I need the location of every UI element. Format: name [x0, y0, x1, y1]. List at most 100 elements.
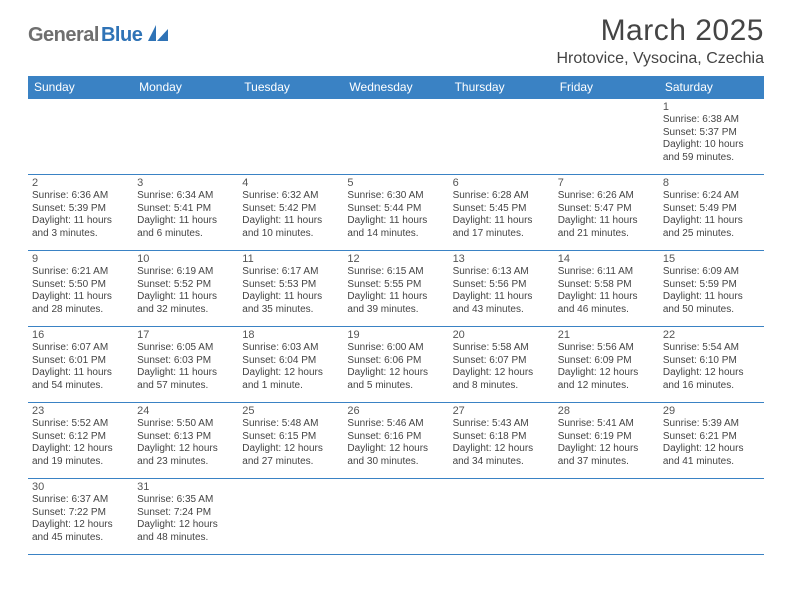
calendar-empty-cell — [343, 479, 448, 555]
daylight-line: and 14 minutes. — [347, 228, 444, 241]
sunset-line: Sunset: 6:07 PM — [453, 355, 550, 368]
weekday-header: Monday — [133, 76, 238, 99]
daylight-line: Daylight: 11 hours — [137, 367, 234, 380]
sunrise-line: Sunrise: 5:46 AM — [347, 418, 444, 431]
daylight-line: and 43 minutes. — [453, 304, 550, 317]
daylight-line: and 39 minutes. — [347, 304, 444, 317]
calendar-day-cell: 3Sunrise: 6:34 AMSunset: 5:41 PMDaylight… — [133, 175, 238, 251]
sunset-line: Sunset: 5:41 PM — [137, 203, 234, 216]
sunset-line: Sunset: 5:37 PM — [663, 127, 760, 140]
day-number: 29 — [663, 405, 760, 417]
logo-flag-icon — [148, 25, 170, 46]
daylight-line: Daylight: 11 hours — [137, 215, 234, 228]
sunrise-line: Sunrise: 6:38 AM — [663, 114, 760, 127]
calendar-day-cell: 29Sunrise: 5:39 AMSunset: 6:21 PMDayligh… — [659, 403, 764, 479]
daylight-line: and 23 minutes. — [137, 456, 234, 469]
sunrise-line: Sunrise: 6:17 AM — [242, 266, 339, 279]
calendar-empty-cell — [554, 99, 659, 175]
day-number: 23 — [32, 405, 129, 417]
sunset-line: Sunset: 5:52 PM — [137, 279, 234, 292]
sunrise-line: Sunrise: 6:05 AM — [137, 342, 234, 355]
calendar-day-cell: 6Sunrise: 6:28 AMSunset: 5:45 PMDaylight… — [449, 175, 554, 251]
daylight-line: and 5 minutes. — [347, 380, 444, 393]
daylight-line: Daylight: 11 hours — [347, 215, 444, 228]
daylight-line: Daylight: 12 hours — [32, 519, 129, 532]
calendar-day-cell: 16Sunrise: 6:07 AMSunset: 6:01 PMDayligh… — [28, 327, 133, 403]
calendar-day-cell: 4Sunrise: 6:32 AMSunset: 5:42 PMDaylight… — [238, 175, 343, 251]
daylight-line: Daylight: 10 hours — [663, 139, 760, 152]
sunrise-line: Sunrise: 5:58 AM — [453, 342, 550, 355]
day-number: 12 — [347, 253, 444, 265]
weekday-header: Saturday — [659, 76, 764, 99]
day-number: 18 — [242, 329, 339, 341]
sunrise-line: Sunrise: 5:43 AM — [453, 418, 550, 431]
day-number: 19 — [347, 329, 444, 341]
daylight-line: Daylight: 11 hours — [242, 215, 339, 228]
sunrise-line: Sunrise: 6:35 AM — [137, 494, 234, 507]
day-number: 2 — [32, 177, 129, 189]
calendar-day-cell: 2Sunrise: 6:36 AMSunset: 5:39 PMDaylight… — [28, 175, 133, 251]
calendar-day-cell: 7Sunrise: 6:26 AMSunset: 5:47 PMDaylight… — [554, 175, 659, 251]
calendar-week-row: 16Sunrise: 6:07 AMSunset: 6:01 PMDayligh… — [28, 327, 764, 403]
daylight-line: and 25 minutes. — [663, 228, 760, 241]
day-number: 10 — [137, 253, 234, 265]
day-number: 20 — [453, 329, 550, 341]
sunset-line: Sunset: 5:49 PM — [663, 203, 760, 216]
sunrise-line: Sunrise: 5:39 AM — [663, 418, 760, 431]
calendar-empty-cell — [238, 99, 343, 175]
calendar-day-cell: 1Sunrise: 6:38 AMSunset: 5:37 PMDaylight… — [659, 99, 764, 175]
daylight-line: and 28 minutes. — [32, 304, 129, 317]
daylight-line: and 59 minutes. — [663, 152, 760, 165]
calendar-empty-cell — [449, 479, 554, 555]
calendar-empty-cell — [554, 479, 659, 555]
day-number: 22 — [663, 329, 760, 341]
sunset-line: Sunset: 6:04 PM — [242, 355, 339, 368]
day-number: 15 — [663, 253, 760, 265]
sunset-line: Sunset: 5:47 PM — [558, 203, 655, 216]
sunrise-line: Sunrise: 6:21 AM — [32, 266, 129, 279]
weekday-header-row: SundayMondayTuesdayWednesdayThursdayFrid… — [28, 76, 764, 99]
sunset-line: Sunset: 7:24 PM — [137, 507, 234, 520]
calendar-day-cell: 20Sunrise: 5:58 AMSunset: 6:07 PMDayligh… — [449, 327, 554, 403]
calendar-day-cell: 19Sunrise: 6:00 AMSunset: 6:06 PMDayligh… — [343, 327, 448, 403]
daylight-line: and 48 minutes. — [137, 532, 234, 545]
day-number: 14 — [558, 253, 655, 265]
calendar-day-cell: 31Sunrise: 6:35 AMSunset: 7:24 PMDayligh… — [133, 479, 238, 555]
calendar-week-row: 2Sunrise: 6:36 AMSunset: 5:39 PMDaylight… — [28, 175, 764, 251]
day-number: 24 — [137, 405, 234, 417]
sunset-line: Sunset: 6:09 PM — [558, 355, 655, 368]
sunrise-line: Sunrise: 5:41 AM — [558, 418, 655, 431]
day-number: 7 — [558, 177, 655, 189]
sunrise-line: Sunrise: 6:28 AM — [453, 190, 550, 203]
calendar-day-cell: 8Sunrise: 6:24 AMSunset: 5:49 PMDaylight… — [659, 175, 764, 251]
sunset-line: Sunset: 6:06 PM — [347, 355, 444, 368]
daylight-line: and 27 minutes. — [242, 456, 339, 469]
daylight-line: and 12 minutes. — [558, 380, 655, 393]
daylight-line: Daylight: 12 hours — [453, 443, 550, 456]
sunrise-line: Sunrise: 6:09 AM — [663, 266, 760, 279]
sunset-line: Sunset: 5:42 PM — [242, 203, 339, 216]
day-number: 26 — [347, 405, 444, 417]
daylight-line: and 50 minutes. — [663, 304, 760, 317]
weekday-header: Sunday — [28, 76, 133, 99]
calendar-empty-cell — [343, 99, 448, 175]
daylight-line: Daylight: 12 hours — [558, 367, 655, 380]
day-number: 9 — [32, 253, 129, 265]
daylight-line: and 32 minutes. — [137, 304, 234, 317]
daylight-line: Daylight: 11 hours — [242, 291, 339, 304]
sunrise-line: Sunrise: 6:03 AM — [242, 342, 339, 355]
daylight-line: Daylight: 12 hours — [137, 443, 234, 456]
daylight-line: and 21 minutes. — [558, 228, 655, 241]
daylight-line: and 45 minutes. — [32, 532, 129, 545]
calendar-day-cell: 23Sunrise: 5:52 AMSunset: 6:12 PMDayligh… — [28, 403, 133, 479]
logo-text-gray: General — [28, 24, 99, 47]
sunrise-line: Sunrise: 6:30 AM — [347, 190, 444, 203]
sunrise-line: Sunrise: 5:56 AM — [558, 342, 655, 355]
sunrise-line: Sunrise: 6:19 AM — [137, 266, 234, 279]
sunset-line: Sunset: 6:18 PM — [453, 431, 550, 444]
day-number: 6 — [453, 177, 550, 189]
sunset-line: Sunset: 6:10 PM — [663, 355, 760, 368]
day-number: 28 — [558, 405, 655, 417]
sunset-line: Sunset: 5:58 PM — [558, 279, 655, 292]
sunset-line: Sunset: 5:50 PM — [32, 279, 129, 292]
